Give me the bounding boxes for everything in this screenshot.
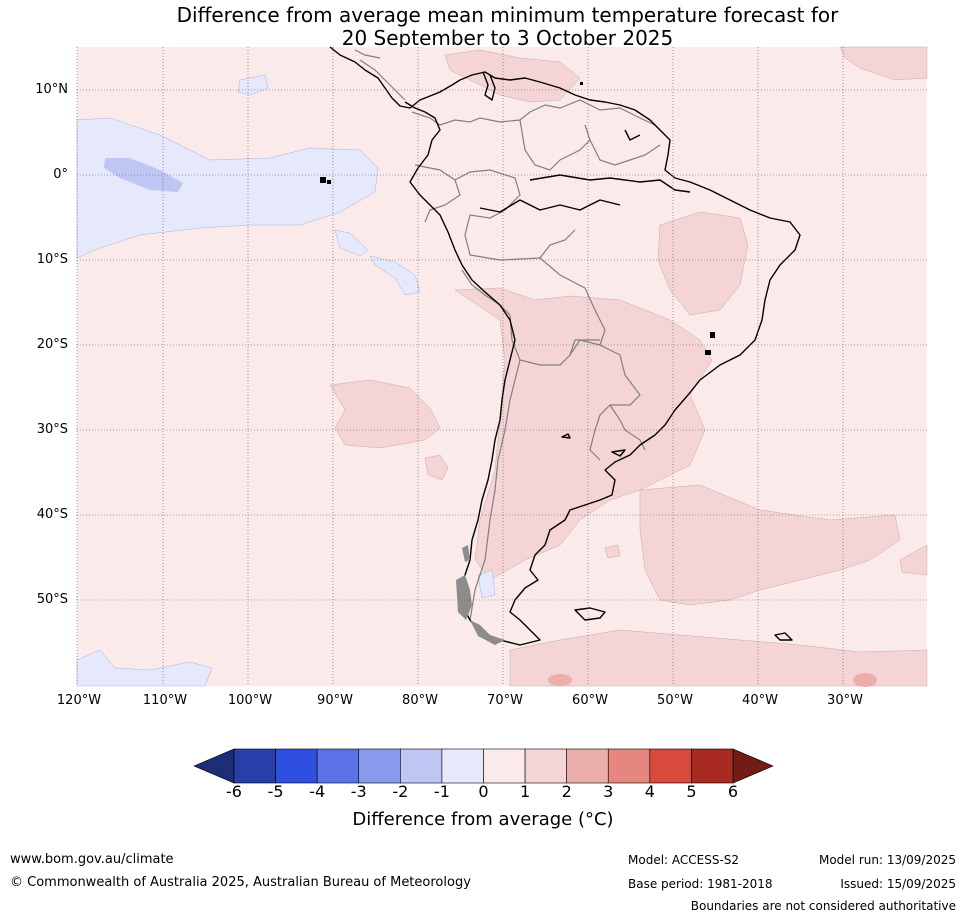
colorbar-tick-label: 4 xyxy=(644,782,655,801)
colorbar-segment xyxy=(566,748,609,784)
longitude-label: 90°W xyxy=(317,693,353,708)
map-background xyxy=(77,47,927,686)
longitude-label: 60°W xyxy=(572,693,608,708)
colorbar-tick-label: -2 xyxy=(392,782,409,801)
model-name: Model: ACCESS-S2 xyxy=(628,853,740,867)
longitude-label: 110°W xyxy=(142,693,188,708)
gridlines xyxy=(76,47,927,686)
coastlines xyxy=(329,46,801,646)
colorbar-segment xyxy=(400,748,443,784)
cool-anomaly-regions xyxy=(76,74,496,687)
colorbar-label: Difference from average (°C) xyxy=(352,809,614,830)
copyright-text: © Commonwealth of Australia 2025, Austra… xyxy=(10,875,471,890)
title-line-1: Difference from average mean minimum tem… xyxy=(176,3,839,27)
colorbar-segment xyxy=(483,748,526,784)
colorbar xyxy=(193,748,774,784)
country-borders xyxy=(354,49,666,621)
latitude-label: 30°S xyxy=(36,422,68,437)
strong-warm-spots xyxy=(548,673,877,687)
latitude-label: 0° xyxy=(53,167,68,182)
colorbar-under-arrow xyxy=(193,748,235,784)
colorbar-segment xyxy=(233,748,276,784)
colorbar-segment xyxy=(691,748,734,784)
disclaimer: Boundaries are not considered authoritat… xyxy=(690,899,956,913)
base-period: Base period: 1981-2018 xyxy=(628,877,773,891)
latitude-label: 10°N xyxy=(35,82,68,97)
colorbar-tick-label: -4 xyxy=(309,782,326,801)
longitude-label: 70°W xyxy=(487,693,523,708)
model-run: Model run: 13/09/2025 xyxy=(818,853,956,867)
colorbar-segment xyxy=(607,748,651,784)
colorbar-over-arrow xyxy=(732,748,774,784)
colorbar-segment xyxy=(316,748,360,784)
longitude-label: 50°W xyxy=(657,693,693,708)
colorbar-segment xyxy=(275,748,318,784)
colorbar-tick-label: -5 xyxy=(267,782,284,801)
warm-anomaly-regions xyxy=(329,46,928,687)
small-islands xyxy=(320,82,715,355)
colorbar-tick-label: -6 xyxy=(226,782,242,801)
map-title: Difference from average mean minimum tem… xyxy=(0,4,965,50)
chilean-archipelago xyxy=(456,545,505,645)
colorbar-tick-label: 2 xyxy=(561,782,572,801)
colorbar-tick-label: 1 xyxy=(519,782,531,801)
colorbar-tick-label: -3 xyxy=(350,782,367,801)
colorbar-tick-label: -1 xyxy=(433,782,450,801)
website-link[interactable]: www.bom.gov.au/climate xyxy=(10,852,174,867)
colorbar-segment xyxy=(441,748,484,784)
colorbar-tick-label: 5 xyxy=(686,782,697,801)
title-line-2: 20 September to 3 October 2025 xyxy=(341,26,674,50)
issued-date: Issued: 15/09/2025 xyxy=(840,877,956,891)
longitude-label: 40°W xyxy=(742,693,778,708)
latitude-label: 40°S xyxy=(36,507,68,522)
colorbar-tick-label: 6 xyxy=(727,782,739,801)
colorbar-segment xyxy=(649,748,692,784)
colorbar-tick-label: 3 xyxy=(603,782,614,801)
latitude-label: 50°S xyxy=(36,592,68,607)
latitude-label: 20°S xyxy=(36,337,68,352)
latitude-label: 10°S xyxy=(36,252,68,267)
longitude-label: 120°W xyxy=(56,693,102,708)
colorbar-tick-label: 0 xyxy=(478,782,489,801)
longitude-label: 80°W xyxy=(402,693,438,708)
colorbar-segment xyxy=(524,748,567,784)
colorbar-segment xyxy=(358,748,401,784)
longitude-label: 30°W xyxy=(827,693,863,708)
longitude-label: 100°W xyxy=(227,693,273,708)
